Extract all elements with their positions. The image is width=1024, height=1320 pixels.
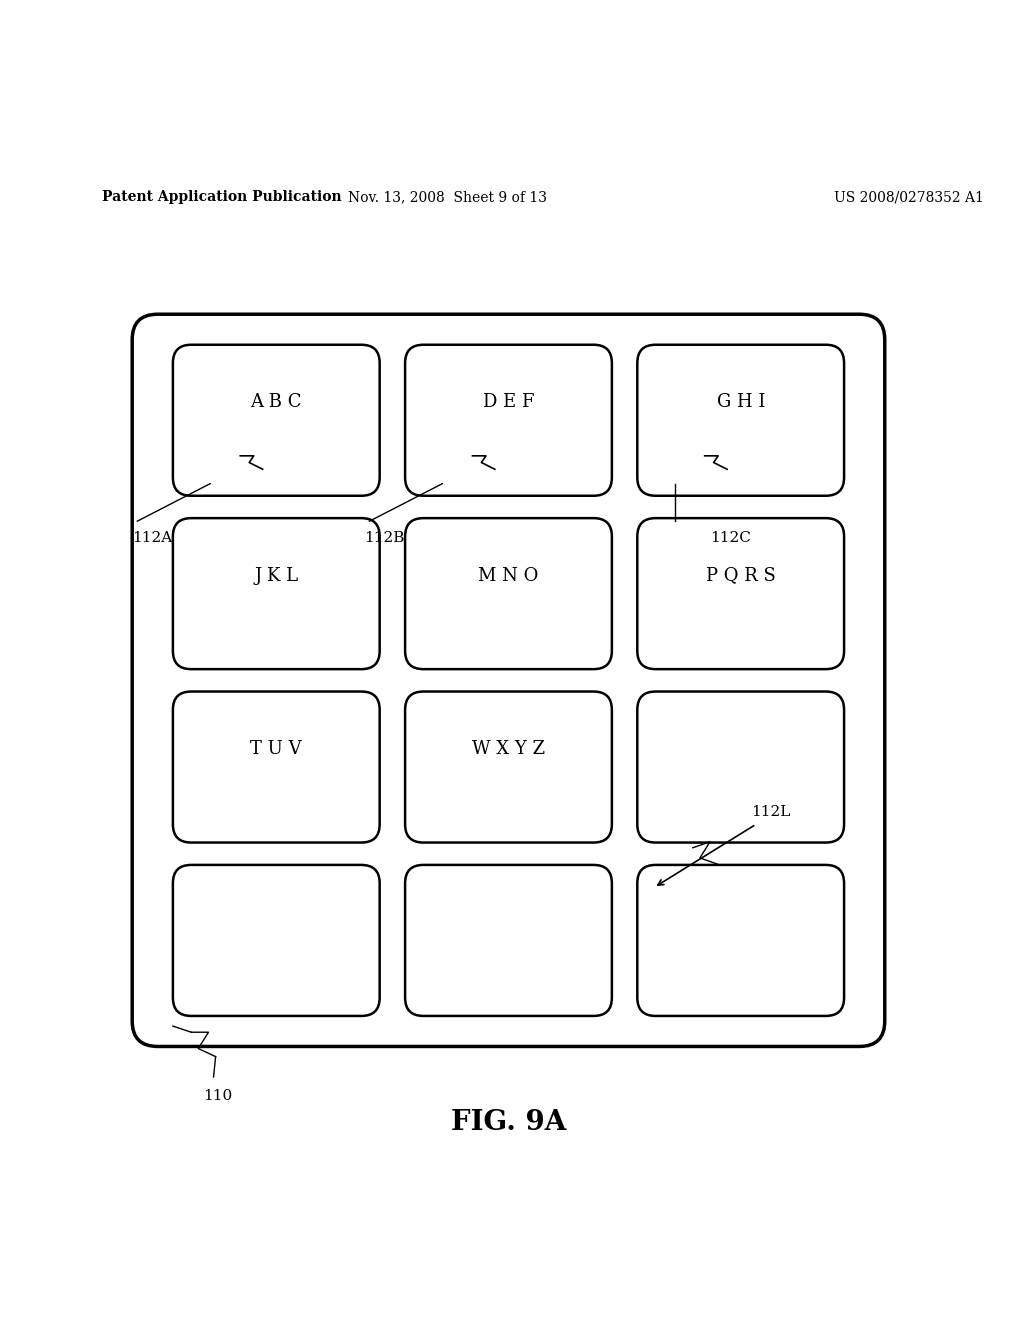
Text: 112B: 112B bbox=[365, 532, 404, 545]
FancyBboxPatch shape bbox=[132, 314, 885, 1047]
FancyBboxPatch shape bbox=[637, 345, 844, 496]
Text: Patent Application Publication: Patent Application Publication bbox=[101, 190, 341, 205]
Text: 112A: 112A bbox=[132, 532, 172, 545]
Text: US 2008/0278352 A1: US 2008/0278352 A1 bbox=[834, 190, 984, 205]
Text: D E F: D E F bbox=[482, 393, 535, 411]
FancyBboxPatch shape bbox=[406, 345, 612, 496]
Text: W X Y Z: W X Y Z bbox=[472, 741, 545, 758]
FancyBboxPatch shape bbox=[173, 519, 380, 669]
FancyBboxPatch shape bbox=[637, 692, 844, 842]
FancyBboxPatch shape bbox=[406, 519, 612, 669]
Text: 112C: 112C bbox=[710, 532, 751, 545]
Text: Nov. 13, 2008  Sheet 9 of 13: Nov. 13, 2008 Sheet 9 of 13 bbox=[348, 190, 547, 205]
Text: M N O: M N O bbox=[478, 566, 539, 585]
Text: A B C: A B C bbox=[251, 393, 302, 411]
FancyBboxPatch shape bbox=[637, 865, 844, 1016]
Text: P Q R S: P Q R S bbox=[706, 566, 775, 585]
Text: G H I: G H I bbox=[717, 393, 765, 411]
Text: T U V: T U V bbox=[251, 741, 302, 758]
Text: 110: 110 bbox=[204, 1089, 232, 1104]
FancyBboxPatch shape bbox=[173, 692, 380, 842]
FancyBboxPatch shape bbox=[406, 865, 612, 1016]
FancyBboxPatch shape bbox=[637, 519, 844, 669]
FancyBboxPatch shape bbox=[406, 692, 612, 842]
Text: 112L: 112L bbox=[751, 805, 791, 820]
Text: J K L: J K L bbox=[254, 566, 298, 585]
FancyBboxPatch shape bbox=[173, 345, 380, 496]
FancyBboxPatch shape bbox=[173, 865, 380, 1016]
Text: FIG. 9A: FIG. 9A bbox=[451, 1109, 566, 1137]
